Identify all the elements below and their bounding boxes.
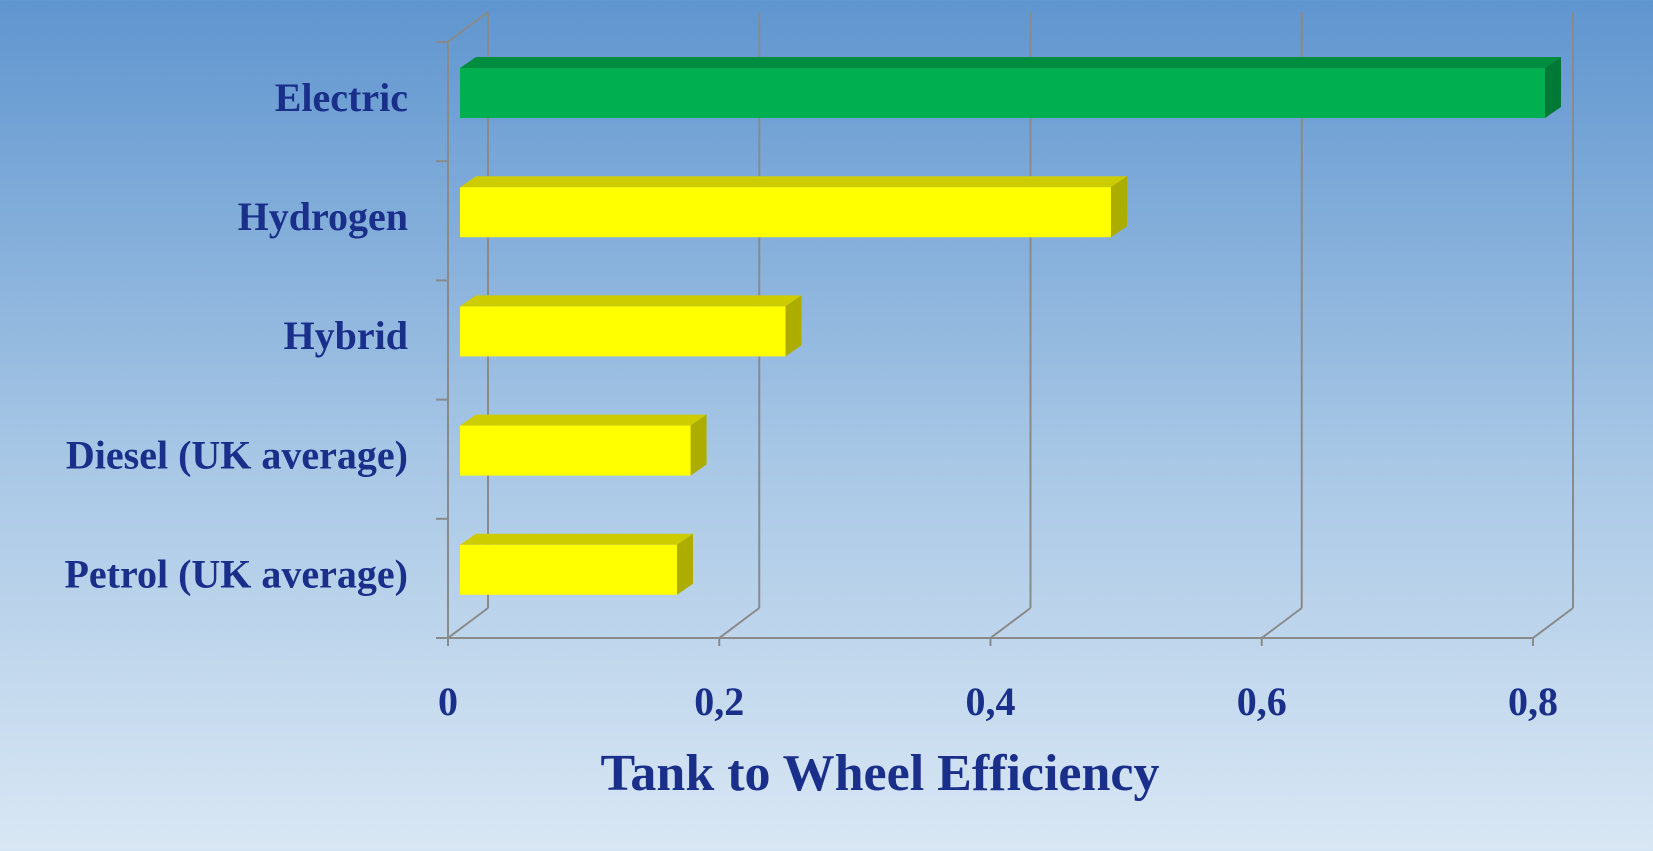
bar-top — [460, 533, 693, 545]
bar-top — [460, 57, 1561, 68]
bar-side — [690, 414, 707, 476]
bar-side — [785, 295, 802, 357]
floor-line — [1532, 607, 1574, 639]
bar-top — [460, 295, 802, 307]
bar — [460, 425, 691, 476]
wall-top — [447, 11, 489, 43]
x-tick-label: 0 — [438, 679, 458, 724]
y-tick-label: Petrol (UK average) — [64, 552, 408, 597]
y-tick-label: Electric — [275, 75, 408, 120]
y-tick-label: Hybrid — [284, 313, 408, 358]
floor-line — [1261, 607, 1303, 639]
bar-side — [1545, 57, 1561, 118]
y-tick-label: Diesel (UK average) — [66, 432, 408, 477]
floor-line — [447, 607, 489, 639]
bar — [460, 68, 1545, 118]
x-tick-label: 0,8 — [1508, 679, 1558, 724]
bar-top — [460, 176, 1127, 188]
y-tick-label: Hydrogen — [238, 194, 408, 239]
bar — [460, 544, 677, 595]
bar — [460, 187, 1111, 238]
bar — [460, 306, 786, 357]
x-tick-label: 0,6 — [1237, 679, 1287, 724]
bar-side — [677, 533, 693, 595]
bar-side — [1111, 176, 1127, 238]
x-tick-label: 0,4 — [966, 679, 1016, 724]
x-axis-label: Tank to Wheel Efficiency — [600, 745, 1159, 802]
floor-line — [989, 607, 1032, 639]
bar-top — [460, 414, 707, 426]
floor-line — [718, 607, 760, 639]
x-tick-label: 0,2 — [694, 679, 744, 724]
